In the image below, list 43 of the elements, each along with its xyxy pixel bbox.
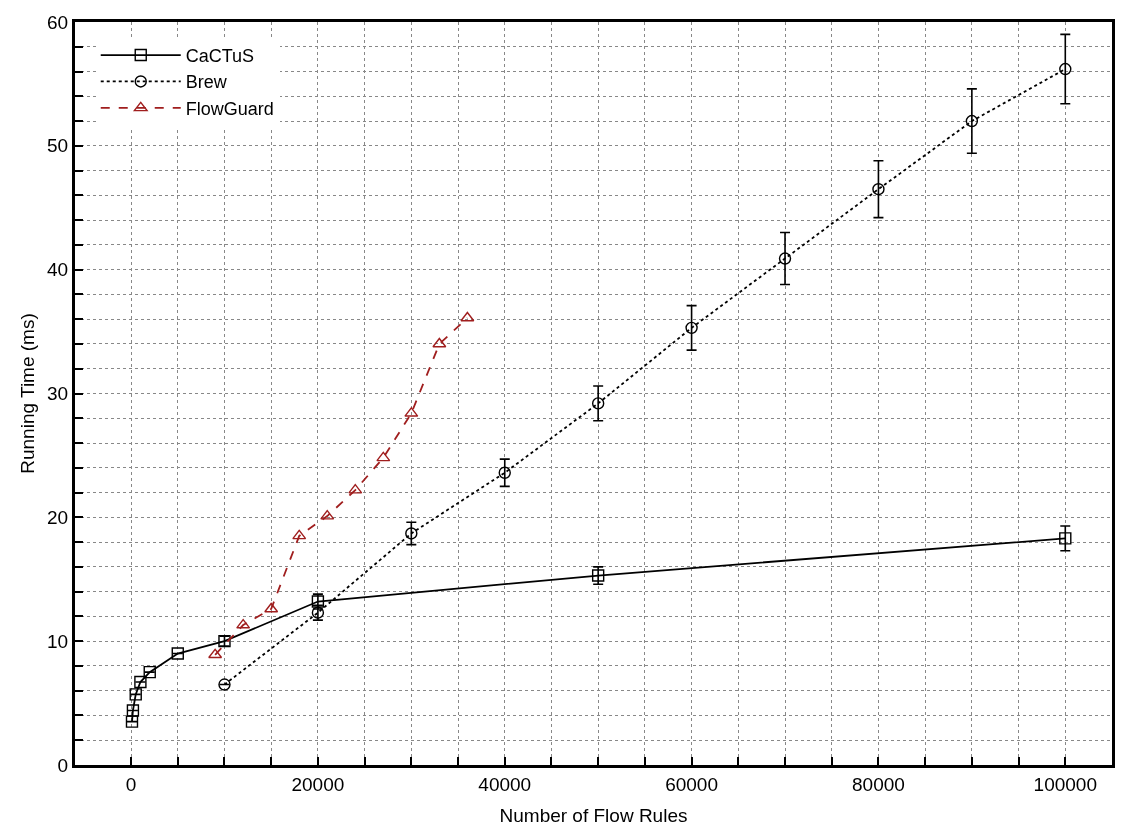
- y-tick-label: 30: [47, 383, 69, 405]
- y-tick-label: 20: [47, 506, 69, 528]
- y-tick-label: 10: [47, 630, 69, 652]
- x-tick-label: 80000: [852, 773, 905, 795]
- point: [134, 675, 147, 689]
- point: [125, 715, 139, 728]
- point: [1059, 62, 1072, 76]
- point: [591, 397, 605, 410]
- x-tick-label: 0: [125, 773, 137, 795]
- point: [1059, 532, 1072, 545]
- point: [143, 665, 156, 679]
- point: [778, 252, 792, 265]
- point: [872, 182, 885, 196]
- point: [208, 648, 223, 659]
- legend-label: Brew: [185, 72, 228, 93]
- y-tick-label: 0: [57, 754, 69, 776]
- point: [218, 678, 231, 691]
- y-axis-title: Running Time (ms): [16, 313, 38, 474]
- x-axis-title: Number of Flow Rules: [499, 804, 688, 826]
- point: [236, 618, 251, 629]
- point: [965, 114, 979, 128]
- point: [460, 311, 475, 322]
- point: [685, 321, 698, 335]
- point: [129, 688, 142, 701]
- point: [498, 466, 511, 479]
- x-tick-label: 20000: [291, 773, 345, 795]
- point: [348, 483, 363, 494]
- point: [376, 451, 391, 462]
- point: [432, 337, 447, 348]
- legend-label: FlowGuard: [185, 98, 274, 119]
- point: [126, 704, 140, 717]
- y-tick-label: 40: [47, 259, 69, 281]
- x-tick-label: 100000: [1033, 773, 1097, 795]
- point: [171, 647, 184, 660]
- y-tick-label: 60: [47, 11, 69, 33]
- legend-label: CaCTuS: [185, 46, 255, 67]
- point: [320, 509, 335, 520]
- point: [264, 602, 279, 613]
- point: [292, 529, 307, 540]
- point: [405, 527, 418, 540]
- y-tick-label: 50: [47, 135, 69, 157]
- x-tick-label: 60000: [665, 773, 719, 795]
- x-tick-label: 40000: [478, 773, 532, 795]
